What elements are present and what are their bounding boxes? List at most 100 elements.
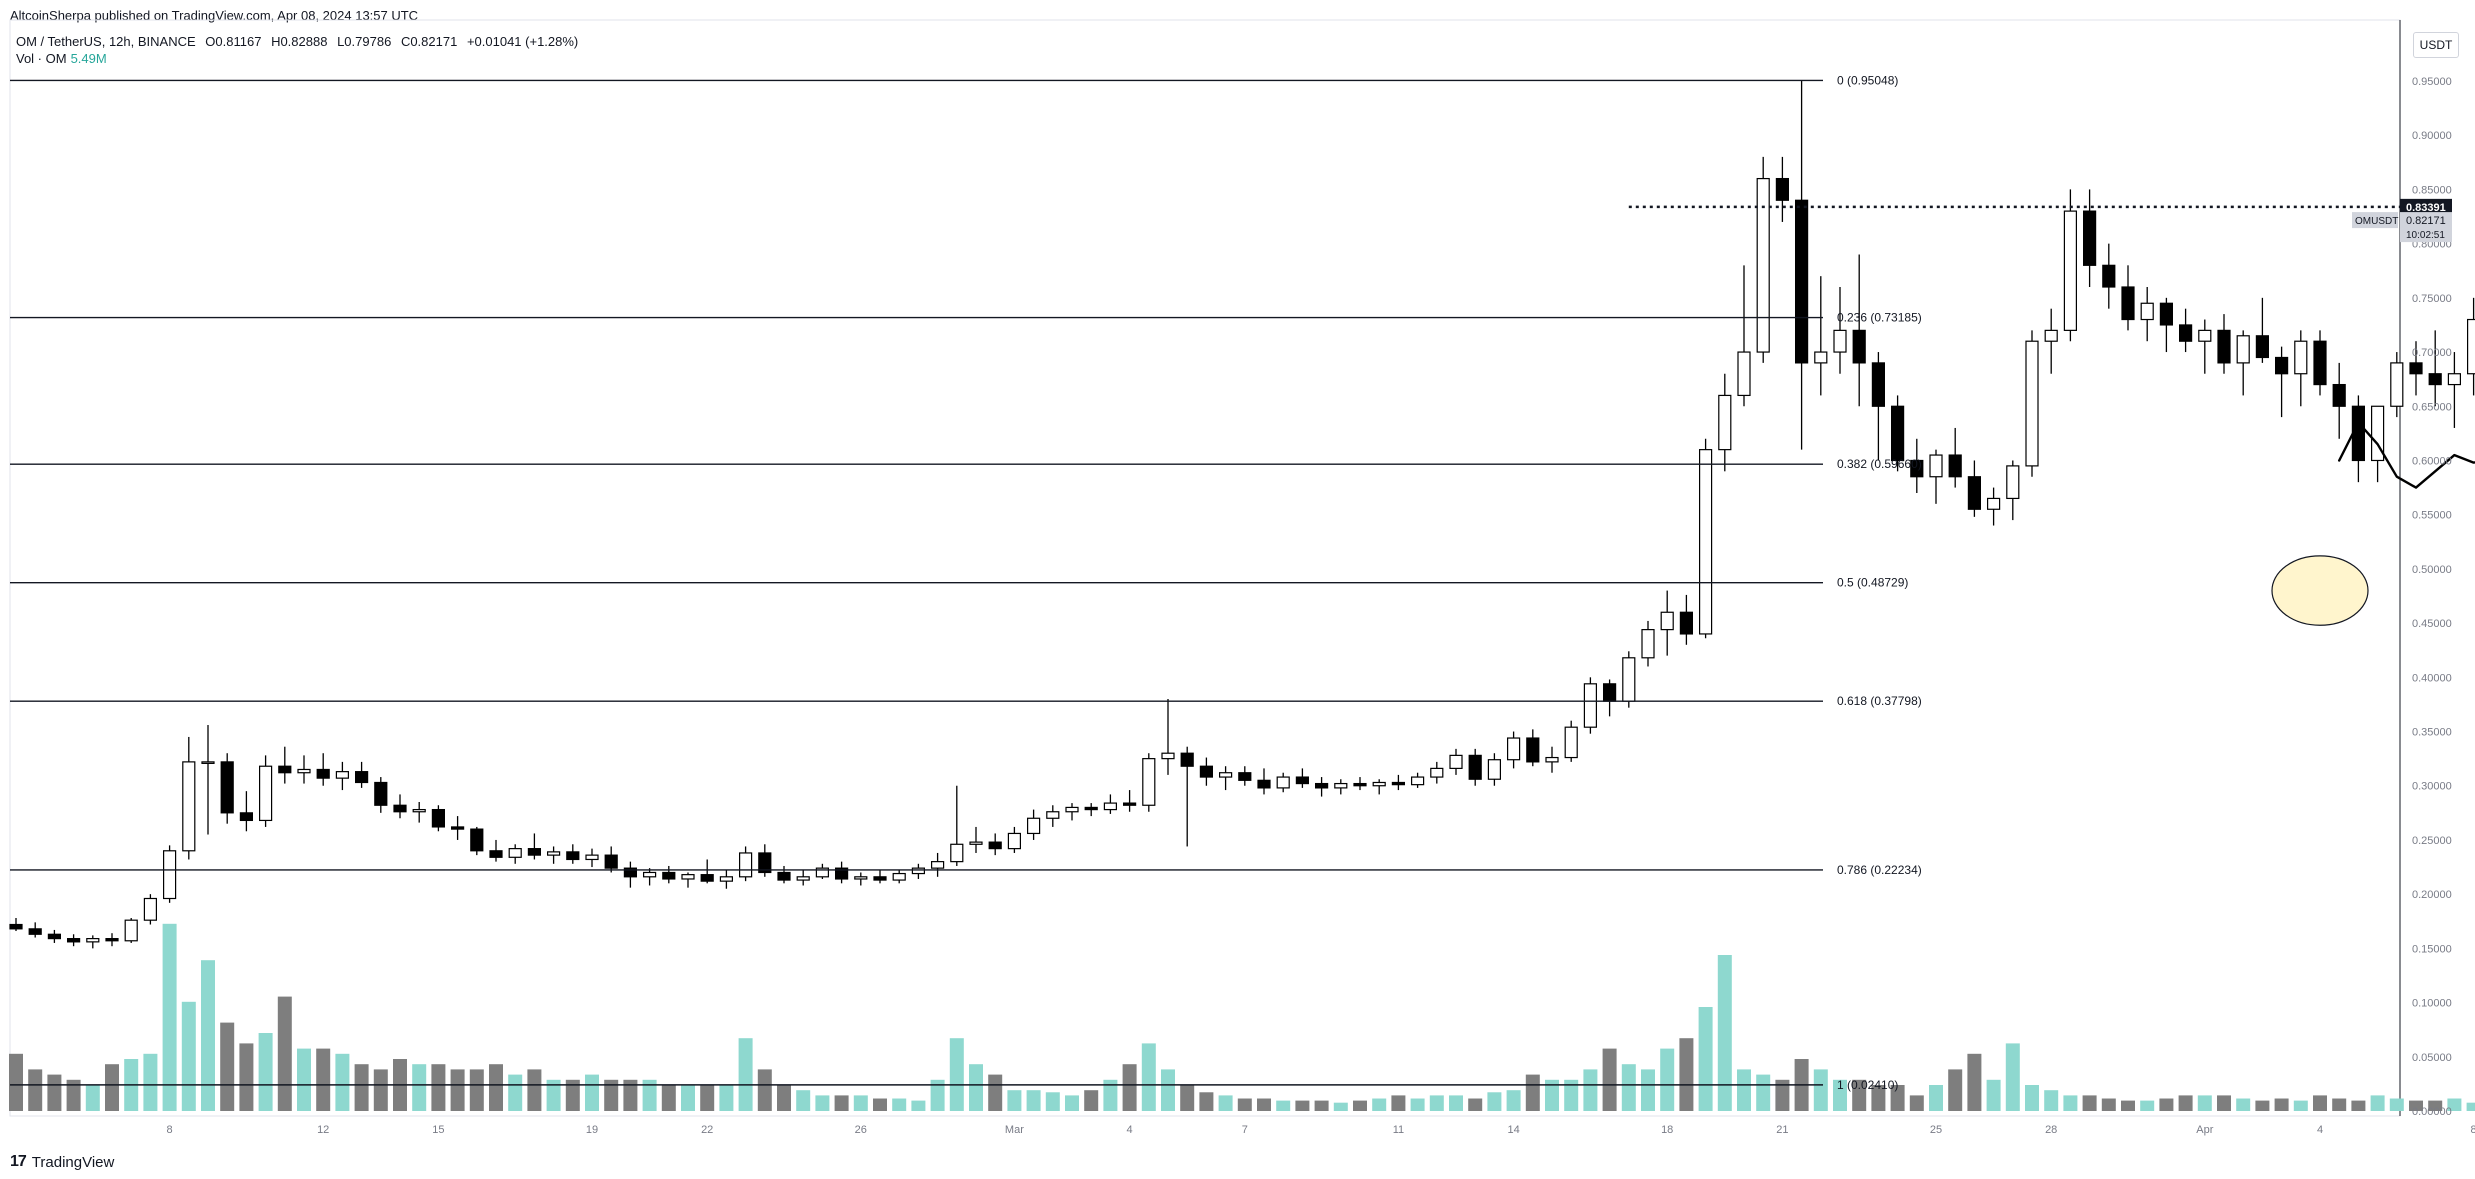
volume-bar	[1909, 1095, 1924, 1111]
candle-body	[1756, 177, 1770, 353]
volume-bar	[2178, 1095, 2193, 1111]
candle-body	[988, 841, 1002, 850]
candle-body	[1410, 776, 1425, 786]
candle-body	[2217, 329, 2231, 364]
candle-body	[1142, 758, 1156, 806]
volume-bar	[1717, 955, 1732, 1111]
volume-bar	[1833, 1079, 1847, 1111]
symbol-title[interactable]: OM / TetherUS, 12h, BINANCE	[16, 34, 196, 49]
candle-body	[2390, 362, 2404, 407]
candle-body	[1353, 782, 1367, 787]
candle-body	[1660, 611, 1674, 631]
symbol-tag-label: OMUSDT	[2355, 216, 2398, 227]
candle-body	[854, 876, 868, 880]
volume-bar	[1045, 1092, 1060, 1111]
volume-bar	[681, 1085, 695, 1111]
price-tick: 0.40000	[2412, 672, 2452, 684]
attribution-text: AltcoinSherpa published on TradingView.c…	[10, 8, 419, 23]
volume-bar	[28, 1069, 43, 1111]
ohlc-open: O0.81167	[205, 34, 262, 49]
volume-bar	[1429, 1095, 1444, 1111]
time-tick: 21	[1776, 1124, 1788, 1136]
candle-body	[1814, 351, 1828, 364]
candle-body	[2428, 373, 2442, 386]
volume-bar	[796, 1090, 811, 1111]
volume-bar	[1986, 1079, 2001, 1111]
volume-bar	[719, 1085, 734, 1111]
volume-bar	[2217, 1095, 2231, 1111]
volume-bar	[2159, 1098, 2174, 1111]
candle-body	[585, 854, 599, 861]
currency-button[interactable]: USDT	[2413, 32, 2459, 58]
time-tick: Mar	[1005, 1124, 1024, 1136]
volume-label[interactable]: Vol · OM	[16, 51, 67, 66]
volume-bar	[1410, 1098, 1425, 1111]
candle-body	[1967, 476, 1982, 510]
volume-bar	[162, 923, 177, 1111]
volume-bars	[9, 923, 2475, 1111]
volume-bar	[527, 1069, 542, 1111]
volume-bar	[623, 1079, 638, 1111]
forecast-path	[2338, 421, 2475, 489]
candle-body	[1257, 779, 1271, 789]
candle-body	[1218, 772, 1233, 778]
candle-body	[604, 854, 618, 869]
candle-body	[2044, 329, 2058, 342]
ohlc-change: +0.01041 (+1.28%)	[466, 34, 579, 49]
volume-bar	[1641, 1069, 1655, 1111]
volume-bar	[2082, 1095, 2097, 1111]
candle-body	[1468, 754, 1482, 780]
candle-body	[1871, 362, 1886, 407]
time-axis[interactable]: 81215192226Mar47111418212528Apr481115182…	[167, 1124, 2475, 1136]
candle-body	[777, 871, 791, 881]
candle-body	[1372, 781, 1386, 787]
price-tick: 0.45000	[2412, 618, 2452, 630]
price-tick: 0.15000	[2412, 943, 2452, 955]
symbol-legend: OM / TetherUS, 12h, BINANCE O0.81167 H0.…	[16, 34, 584, 49]
candle-body	[738, 852, 753, 878]
price-tick: 0.55000	[2412, 510, 2452, 522]
volume-bar	[1237, 1098, 1252, 1111]
time-tick: 8	[167, 1124, 173, 1136]
price-axis[interactable]: 0.00000 0.05000 0.10000 0.15000 0.20000 0.250…	[2352, 76, 2452, 1118]
candle-body	[2179, 324, 2193, 342]
volume-bar	[469, 1069, 484, 1111]
candle-body	[239, 812, 253, 822]
volume-bar	[1602, 1048, 1617, 1111]
last-price-tag	[2400, 212, 2452, 243]
volume-bar	[2197, 1095, 2212, 1111]
volume-bar	[757, 1069, 772, 1111]
candle-body	[2409, 362, 2423, 375]
volume-bar	[1871, 1085, 1886, 1111]
volume-bar	[1007, 1090, 1022, 1111]
volume-bar	[431, 1064, 446, 1111]
volume-bar	[1161, 1069, 1175, 1111]
ohlc-high: H0.82888	[271, 34, 328, 49]
tradingview-logo[interactable]: 17 TradingView	[10, 1153, 114, 1171]
candle-body	[892, 872, 906, 881]
volume-bar	[1621, 1064, 1636, 1111]
volume-bar	[1890, 1085, 1905, 1111]
volume-bar	[201, 960, 215, 1111]
volume-bar	[1967, 1053, 1982, 1111]
candle-body	[2121, 286, 2135, 321]
volume-bar	[1756, 1074, 1771, 1111]
candle-body	[1122, 802, 1137, 806]
candle-body	[1833, 329, 1847, 353]
time-tick: 22	[701, 1124, 713, 1136]
volume-bar	[873, 1098, 887, 1111]
ohlc-close: C0.82171	[400, 34, 458, 49]
time-tick: 11	[1393, 1124, 1404, 1136]
candle-body	[546, 851, 561, 856]
volume-bar	[2293, 1100, 2308, 1111]
volume-value: 5.49M	[70, 51, 107, 66]
volume-bar	[66, 1079, 81, 1111]
candle-body	[950, 843, 964, 863]
volume-bar	[1487, 1092, 1502, 1111]
fib-label: 0 (0.95048)	[1837, 73, 1898, 87]
fib-label: 0.786 (0.22234)	[1837, 863, 1922, 877]
candle-body	[2159, 302, 2173, 326]
price-tick: 0.10000	[2412, 998, 2452, 1010]
time-tick: 4	[2317, 1124, 2323, 1136]
